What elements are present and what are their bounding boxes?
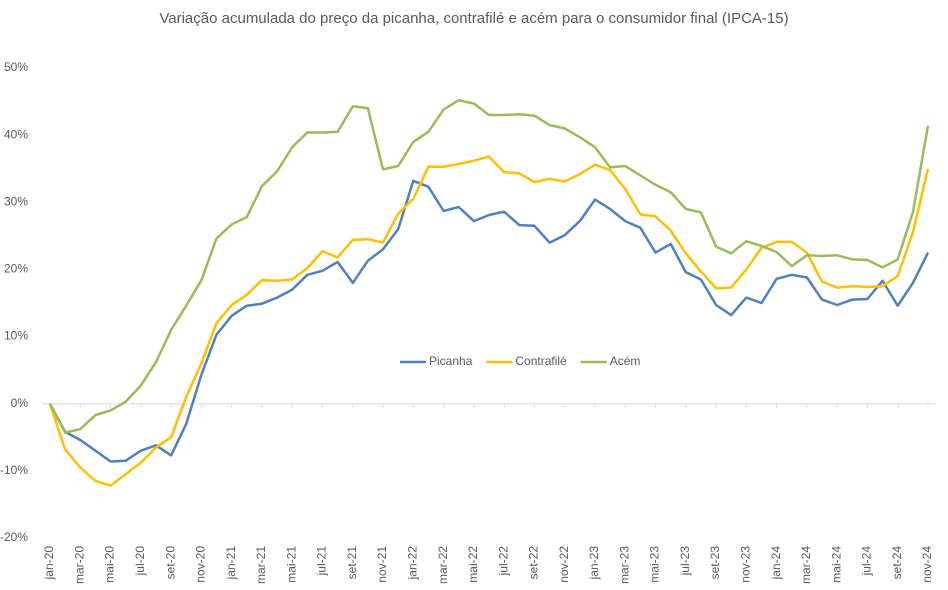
x-tick-label: mar-22 bbox=[436, 546, 450, 584]
x-tick-label: jan-21 bbox=[224, 546, 238, 581]
y-tick-label: -10% bbox=[0, 463, 28, 477]
x-tick-label: mar-20 bbox=[72, 546, 86, 584]
x-tick-label: nov-21 bbox=[375, 546, 389, 583]
x-tick-label: jan-23 bbox=[587, 546, 601, 581]
x-tick-label: mai-23 bbox=[648, 546, 662, 583]
x-tick-label: jan-20 bbox=[42, 546, 56, 581]
x-tick-label: mai-24 bbox=[829, 546, 843, 583]
legend-item: Contrafilé bbox=[486, 354, 567, 368]
y-tick-label: 30% bbox=[4, 194, 28, 208]
y-tick-label: 50% bbox=[4, 60, 28, 74]
x-tick-label: mai-20 bbox=[103, 546, 117, 583]
y-tick-label: 40% bbox=[4, 127, 28, 141]
x-tick-label: jul-21 bbox=[315, 546, 329, 577]
series-line bbox=[48, 179, 930, 463]
x-tick-label: nov-22 bbox=[557, 546, 571, 583]
legend-label: Contrafilé bbox=[515, 354, 567, 368]
series-line bbox=[48, 155, 930, 487]
y-tick-label: 20% bbox=[4, 262, 28, 276]
x-tick-label: set-20 bbox=[163, 546, 177, 580]
legend-label: Picanha bbox=[429, 354, 473, 368]
x-tick-label: mar-21 bbox=[254, 546, 268, 584]
x-tick-label: jul-23 bbox=[678, 546, 692, 577]
legend-item: Acém bbox=[580, 354, 641, 368]
y-tick-label: 10% bbox=[4, 329, 28, 343]
x-tick-label: set-23 bbox=[708, 546, 722, 580]
x-tick-label: jan-24 bbox=[769, 546, 783, 581]
legend-label: Acém bbox=[610, 354, 641, 368]
x-tick-label: nov-23 bbox=[739, 546, 753, 583]
series-line bbox=[48, 98, 930, 434]
x-tick-label: jan-22 bbox=[405, 546, 419, 581]
y-tick-label: 0% bbox=[11, 396, 29, 410]
x-tick-label: mai-22 bbox=[466, 546, 480, 583]
y-tick-label: -20% bbox=[0, 530, 28, 544]
x-tick-label: jul-24 bbox=[860, 546, 874, 577]
x-tick-label: set-22 bbox=[527, 546, 541, 580]
x-tick-label: nov-24 bbox=[920, 546, 934, 583]
chart-title: Variação acumulada do preço da picanha, … bbox=[159, 10, 788, 27]
x-tick-label: nov-20 bbox=[194, 546, 208, 583]
x-tick-label: set-24 bbox=[890, 546, 904, 580]
x-tick-label: jul-20 bbox=[133, 546, 147, 577]
x-tick-label: set-21 bbox=[345, 546, 359, 580]
legend-item: Picanha bbox=[400, 354, 473, 368]
x-tick-label: mai-21 bbox=[284, 546, 298, 583]
x-tick-label: jul-22 bbox=[496, 546, 510, 577]
x-tick-label: mar-23 bbox=[617, 546, 631, 584]
x-tick-label: mar-24 bbox=[799, 546, 813, 584]
